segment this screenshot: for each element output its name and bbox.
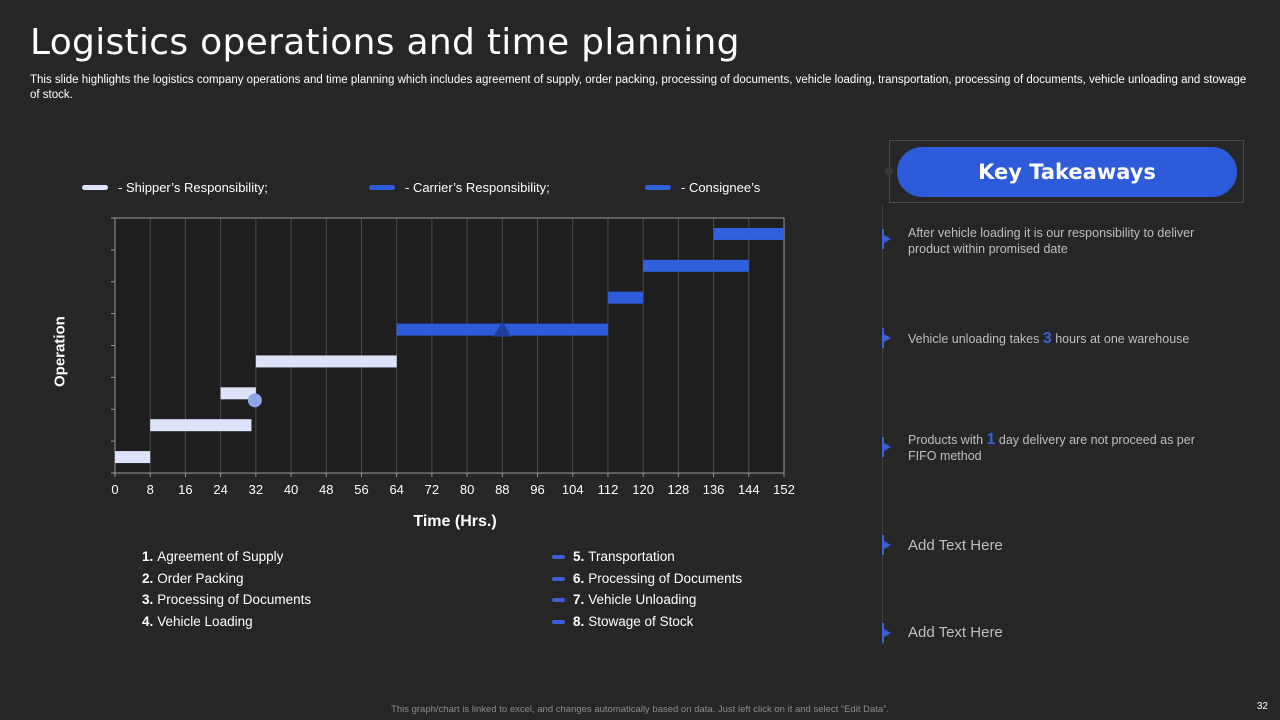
gantt-bar: [255, 355, 397, 368]
x-tick-label: 120: [632, 482, 654, 497]
page-subtitle: This slide highlights the logistics comp…: [30, 74, 1247, 101]
gantt-bar: [607, 291, 644, 304]
takeaway-1: After vehicle loading it is our responsi…: [908, 226, 1195, 256]
arrow-icon: [880, 229, 892, 249]
legend-consignee-swatch: [645, 185, 671, 190]
takeaway-2: Vehicle unloading takes 3 hours at one w…: [908, 330, 1190, 347]
x-tick-label: 112: [598, 482, 619, 497]
triangle-marker: [493, 321, 512, 337]
x-tick-label: 8: [147, 482, 154, 497]
x-tick-label: 96: [530, 482, 544, 497]
operation-item: 4. Vehicle Loading: [142, 614, 253, 630]
operation-item: 3. Processing of Documents: [142, 592, 312, 608]
arrow-icon: [880, 535, 892, 555]
circle-marker: [247, 393, 262, 408]
takeaway-4: Add Text Here: [908, 537, 1003, 554]
legend-carrier-swatch: [369, 185, 395, 190]
operation-list-left: 1. Agreement of Supply 2. Order Packing 3.…: [142, 546, 311, 633]
arrow-icon: [880, 623, 892, 643]
legend-shipper: - Shipper’s Responsibility;: [82, 180, 268, 195]
x-tick-label: 16: [178, 482, 192, 497]
footer-note: This graph/chart is linked to excel, and…: [391, 704, 889, 715]
x-tick-label: 48: [319, 482, 333, 497]
takeaway-3: Products with 1 day delivery are not pro…: [908, 431, 1195, 464]
arrow-icon: [880, 437, 892, 457]
x-tick-label: 64: [389, 482, 403, 497]
legend-carrier: - Carrier’s Responsibility;: [369, 180, 550, 195]
dash-icon: [552, 598, 565, 603]
gantt-bar: [220, 387, 256, 400]
key-takeaways-button[interactable]: Key Takeaways: [897, 147, 1237, 197]
takeaway-5: Add Text Here: [908, 624, 1003, 641]
y-axis-label: Operation: [51, 316, 69, 387]
x-tick-label: 72: [425, 482, 439, 497]
page-number: 32: [1256, 701, 1268, 712]
gantt-bar: [150, 419, 252, 432]
operation-item: 6. Processing of Documents: [552, 568, 742, 590]
legend-consignee-label: - Consignee’s: [681, 180, 761, 195]
legend-carrier-label: - Carrier’s Responsibility;: [405, 180, 550, 195]
gantt-bar: [713, 227, 784, 240]
x-tick-label: 152: [773, 482, 795, 497]
legend-shipper-label: - Shipper’s Responsibility;: [118, 180, 268, 195]
operation-item: 7. Vehicle Unloading: [552, 589, 742, 611]
takeaways-dot: [885, 167, 893, 175]
operation-item: 8. Stowage of Stock: [552, 611, 742, 633]
x-tick-label: 40: [284, 482, 298, 497]
x-tick-label: 88: [495, 482, 509, 497]
x-tick-label: 104: [562, 482, 584, 497]
x-tick-label: 144: [738, 482, 760, 497]
gantt-bar: [115, 451, 151, 464]
x-axis-label: Time (Hrs.): [413, 513, 497, 530]
x-tick-label: 80: [460, 482, 474, 497]
operation-list-right: 5. Transportation 6. Processing of Documen…: [552, 546, 742, 633]
x-tick-label: 128: [668, 482, 690, 497]
x-tick-label: 56: [354, 482, 368, 497]
takeaways-timeline: [882, 205, 883, 645]
x-tick-label: 0: [111, 482, 118, 497]
plot-area: [115, 218, 784, 473]
x-tick-label: 24: [213, 482, 227, 497]
dash-icon: [552, 554, 565, 559]
x-tick-label: 136: [703, 482, 725, 497]
legend-consignee: - Consignee’s: [645, 180, 760, 195]
operation-item: 5. Transportation: [552, 546, 742, 568]
gantt-bar: [643, 259, 749, 272]
operation-item: 2. Order Packing: [142, 570, 244, 586]
x-tick-label: 32: [249, 482, 263, 497]
dash-icon: [552, 619, 565, 624]
legend-shipper-swatch: [82, 185, 108, 190]
arrow-icon: [880, 328, 892, 348]
operation-item: 1. Agreement of Supply: [142, 549, 284, 564]
dash-icon: [552, 576, 565, 581]
page-title: Logistics operations and time planning: [30, 22, 740, 63]
